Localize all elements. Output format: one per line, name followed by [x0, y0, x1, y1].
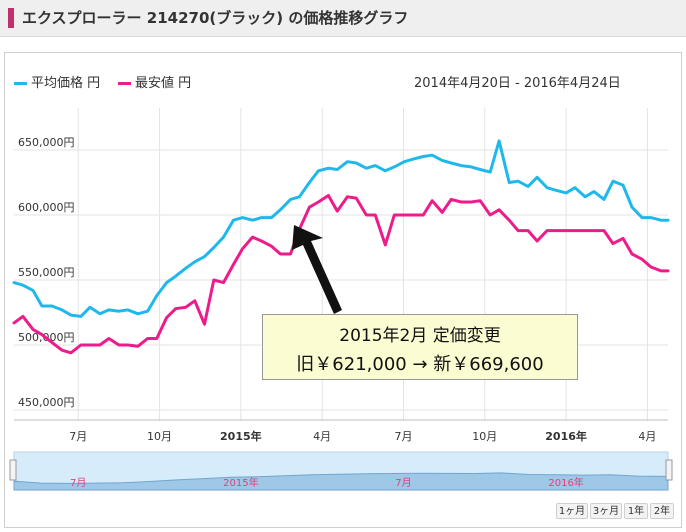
navigator-label: 7月	[70, 477, 86, 489]
zoom-2-years-button[interactable]: 2年	[650, 503, 674, 519]
annotation-arrow	[292, 225, 342, 314]
y-tick-label: 450,000円	[18, 396, 75, 409]
page-title: エクスプローラー 214270(ブラック) の価格推移グラフ	[22, 9, 409, 27]
x-tick-label: 10月	[472, 430, 497, 443]
zoom-3-months-button[interactable]: 3ヶ月	[590, 503, 622, 519]
x-tick-label: 2015年	[220, 429, 262, 443]
annotation-line2: 旧￥621,000 → 新￥669,600	[296, 354, 544, 375]
y-tick-label: 650,000円	[18, 136, 75, 149]
price-change-annotation: 2015年2月 定価変更 旧￥621,000 → 新￥669,600	[262, 314, 578, 380]
navigator-label: 2015年	[223, 476, 258, 489]
x-tick-label: 7月	[394, 430, 412, 443]
x-tick-label: 10月	[147, 430, 172, 443]
chart-frame	[4, 52, 682, 528]
legend-min-swatch-icon	[118, 82, 131, 85]
x-tick-label: 7月	[69, 430, 87, 443]
legend-item-min[interactable]: 最安値 円	[118, 72, 191, 91]
navigator-label: 7月	[395, 477, 411, 489]
legend-min-label: 最安値 円	[135, 76, 192, 91]
y-tick-label: 550,000円	[18, 266, 75, 279]
annotation-line1: 2015年2月 定価変更	[339, 326, 501, 346]
legend-item-avg[interactable]: 平均価格 円	[14, 72, 100, 91]
y-tick-label: 600,000円	[18, 201, 75, 214]
x-tick-label: 2016年	[545, 429, 587, 443]
date-range: 2014年4月20日 - 2016年4月24日	[414, 76, 621, 91]
min-price-line[interactable]	[12, 194, 670, 355]
zoom-1-year-button[interactable]: 1年	[624, 503, 648, 519]
navigator-label: 2016年	[548, 476, 583, 489]
legend-avg-label: 平均価格 円	[31, 76, 101, 91]
page-header: エクスプローラー 214270(ブラック) の価格推移グラフ	[0, 0, 686, 37]
avg-price-line[interactable]	[12, 139, 670, 318]
navigator-series	[13, 472, 669, 491]
navigator-handle-right[interactable]	[665, 459, 673, 481]
header-accent-bar	[8, 8, 14, 28]
x-tick-label: 4月	[638, 430, 656, 443]
zoom-1-month-button[interactable]: 1ヶ月	[556, 503, 588, 519]
legend-avg-swatch-icon	[14, 82, 27, 85]
x-tick-label: 4月	[313, 430, 331, 443]
navigator-handle-left[interactable]	[9, 459, 17, 481]
